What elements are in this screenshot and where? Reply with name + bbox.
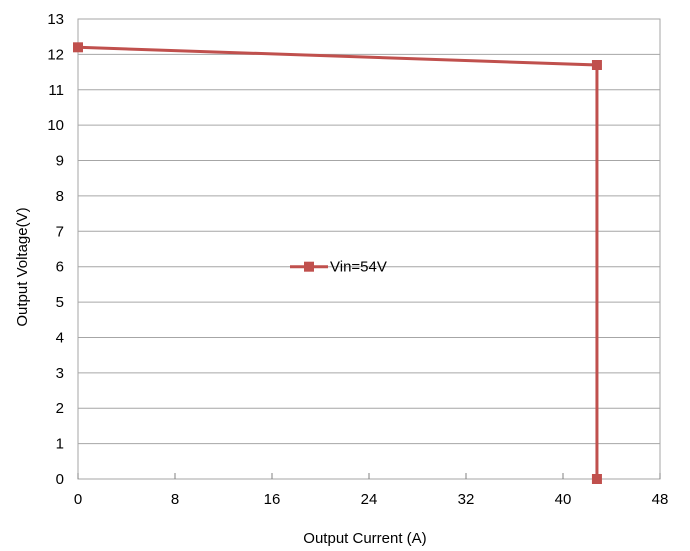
data-point-marker	[591, 474, 602, 484]
legend-marker-swatch	[304, 261, 314, 272]
grid-lines	[78, 18, 660, 480]
x-tick-label: 32	[458, 491, 475, 508]
x-tick-label: 24	[361, 491, 378, 508]
x-tick-label: 0	[74, 491, 82, 508]
y-tick-label: 8	[56, 188, 64, 205]
y-tick-label: 1	[56, 436, 64, 453]
y-tick-label: 9	[56, 153, 64, 170]
x-axis-title: Output Current (A)	[303, 530, 426, 547]
x-tick-label: 8	[171, 491, 179, 508]
y-tick-label: 0	[56, 471, 64, 488]
y-tick-label: 12	[47, 46, 64, 63]
y-tick-label: 10	[47, 117, 64, 134]
plot-area-border	[77, 18, 661, 480]
series-layer	[73, 42, 602, 484]
y-tick-label: 11	[48, 82, 64, 99]
y-tick-label: 6	[56, 259, 64, 276]
y-axis-title: Output Voltage(V)	[14, 207, 31, 326]
x-tick-label: 40	[555, 491, 572, 508]
data-point-marker	[73, 42, 83, 53]
data-point-marker	[591, 60, 602, 70]
y-tick-label: 4	[56, 329, 64, 346]
x-tick-label: 16	[264, 491, 281, 508]
legend: Vin=54V	[290, 259, 387, 276]
y-tick-label: 13	[47, 11, 64, 28]
x-tick-label: 48	[652, 491, 669, 508]
y-tick-label: 5	[56, 294, 64, 311]
y-tick-label: 3	[56, 365, 64, 382]
y-tick-label: 2	[56, 400, 64, 417]
y-tick-label: 7	[56, 223, 64, 240]
legend-entry-label: Vin=54V	[330, 259, 387, 276]
